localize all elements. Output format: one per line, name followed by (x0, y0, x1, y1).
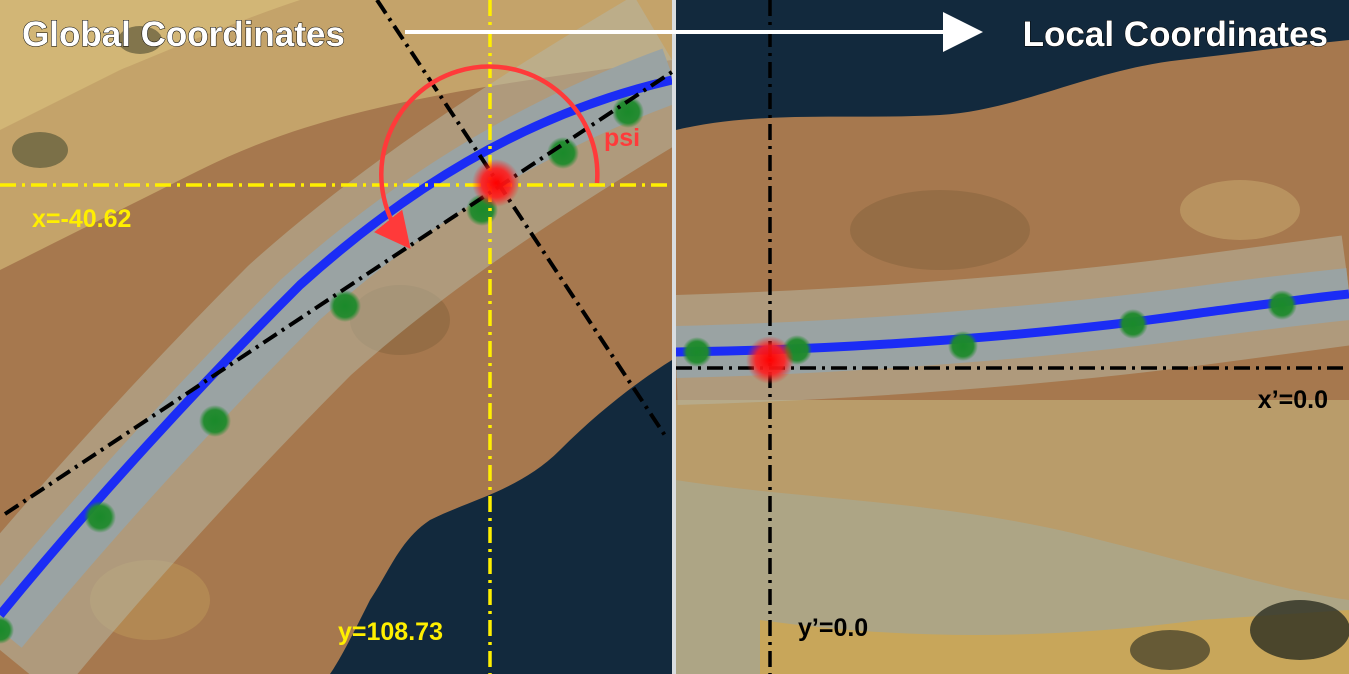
waypoint (682, 337, 712, 367)
global-axes (0, 0, 674, 674)
waypoint (199, 405, 231, 437)
local-coordinates-title: Local Coordinates (1023, 15, 1328, 54)
vegetation-patch (118, 26, 162, 54)
waypoint (329, 290, 361, 322)
terrain-sand-corner (0, 0, 300, 130)
waypoint (1118, 309, 1148, 339)
waypoint (612, 96, 644, 128)
waypoint (1267, 290, 1297, 320)
vehicle-position-local (746, 336, 794, 384)
heading-line (3, 70, 674, 516)
waypoint (547, 137, 579, 169)
global-coordinates-title: Global Coordinates (22, 15, 345, 54)
vegetation-patch (1130, 630, 1210, 670)
global-y-label: y=108.73 (338, 618, 443, 646)
global-x-label: x=-40.62 (32, 205, 131, 233)
panel-divider (672, 0, 676, 674)
dirt-patch (850, 190, 1030, 270)
waypoint (948, 331, 978, 361)
waypoint (0, 616, 14, 644)
normal-line (375, 0, 668, 439)
local-map-panel (676, 0, 1349, 674)
vegetation-patch (1250, 600, 1349, 660)
vehicle-position-global (472, 159, 520, 207)
waypoint (84, 501, 116, 533)
local-x-label: x’=0.0 (1258, 386, 1328, 414)
vegetation-patch (12, 132, 68, 168)
psi-angle-arc (374, 64, 600, 250)
psi-label: psi (604, 124, 640, 152)
local-y-label: y’=0.0 (798, 614, 868, 642)
local-axes (676, 0, 1349, 674)
sand-patch (1180, 180, 1300, 240)
